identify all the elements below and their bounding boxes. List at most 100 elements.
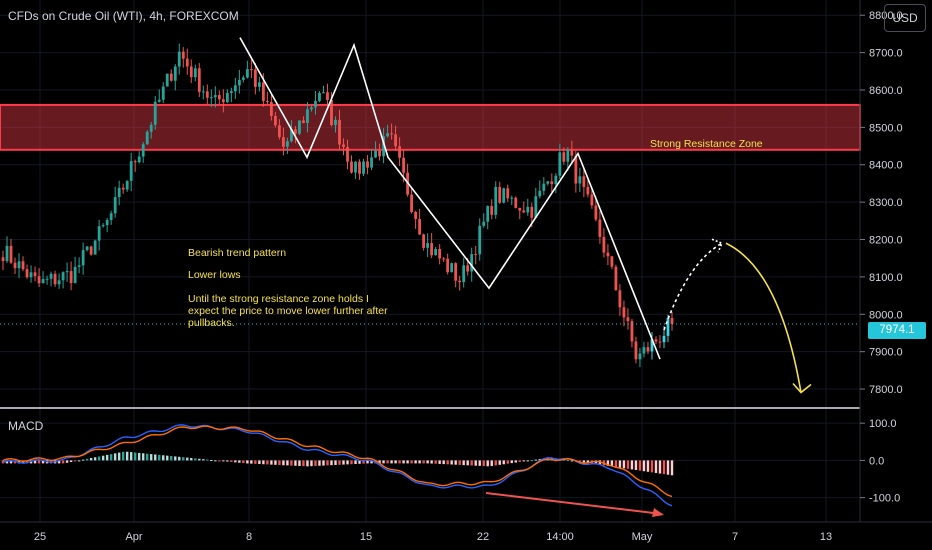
candle-body	[213, 95, 217, 98]
histogram-bar	[450, 460, 453, 465]
histogram-bar	[294, 460, 297, 466]
candle-body	[610, 256, 614, 267]
candle-body	[302, 120, 305, 124]
candle-body	[330, 99, 333, 126]
macd-line	[2, 424, 673, 507]
histogram-bar	[306, 460, 309, 467]
candle-body	[646, 347, 650, 352]
annotation-line-1: Bearish trend pattern	[188, 247, 287, 259]
candle-body	[161, 86, 165, 100]
candle-body	[566, 149, 570, 162]
histogram-bar	[222, 460, 225, 462]
candle-body	[510, 197, 514, 199]
histogram-bar	[358, 460, 361, 464]
histogram-bar	[158, 454, 161, 461]
candle-body	[486, 206, 490, 222]
candle-body	[217, 95, 221, 100]
candle-body	[410, 194, 414, 212]
candle-body	[446, 258, 450, 273]
candle-body	[582, 176, 586, 187]
histogram-bar	[466, 460, 469, 466]
histogram-bar	[37, 460, 41, 464]
histogram-bar	[146, 453, 149, 461]
candle-body	[177, 51, 181, 67]
candle-body	[482, 221, 486, 226]
histogram-bar	[318, 460, 321, 466]
histogram-bar	[482, 460, 485, 467]
candle-body	[546, 181, 550, 184]
histogram-bar	[190, 458, 193, 461]
price-axis: 8800.0 8700.0 8600.0 8500.0 8400.0 8300.0 8200…	[860, 10, 903, 396]
histogram-bar	[89, 458, 93, 461]
histogram-bar	[113, 453, 117, 461]
candle-body	[205, 91, 209, 98]
candle-body	[145, 131, 149, 145]
candle-body	[350, 161, 353, 173]
histogram-bar	[462, 460, 465, 466]
histogram-bar	[282, 460, 285, 466]
candle-body	[498, 186, 502, 203]
histogram-bar	[474, 460, 477, 466]
time-tick-label: 14:00	[546, 531, 574, 543]
histogram-bar	[230, 460, 233, 462]
candle-body	[506, 188, 510, 199]
currency-button[interactable]: USD	[884, 4, 926, 32]
histogram-bar	[33, 460, 37, 464]
time-tick-label: 15	[360, 531, 372, 543]
candle-body	[137, 156, 141, 163]
histogram-bar	[290, 460, 293, 466]
histogram-bar	[370, 460, 373, 464]
candle-body	[314, 100, 317, 108]
candle-body	[398, 146, 401, 158]
candle-body	[526, 206, 530, 213]
candle-body	[129, 161, 133, 181]
candle-body	[574, 155, 578, 184]
candle-body	[422, 234, 426, 248]
candle-body	[662, 335, 666, 343]
histogram-bar	[630, 460, 634, 470]
histogram-bar	[278, 460, 281, 466]
projection-arrows	[663, 238, 812, 394]
candle-body	[45, 278, 49, 280]
histogram-bar	[606, 460, 610, 466]
histogram-bar	[65, 460, 69, 463]
candle-body	[89, 246, 93, 255]
candle-body	[53, 273, 57, 285]
histogram-bar	[302, 460, 305, 467]
candle-body	[342, 144, 345, 148]
histogram-bar	[406, 460, 409, 464]
candle-body	[374, 150, 377, 158]
histogram-bar	[378, 460, 381, 464]
histogram-bar	[109, 454, 113, 461]
histogram-bar	[121, 451, 125, 461]
histogram-bar	[330, 460, 333, 466]
histogram-bar	[578, 460, 582, 462]
candle-body	[562, 152, 566, 162]
histogram-bar	[426, 460, 429, 464]
histogram-bar	[154, 454, 157, 461]
candle-body	[490, 206, 494, 215]
histogram-bar	[81, 459, 85, 461]
time-tick-label: 8	[246, 531, 252, 543]
histogram-bar	[57, 460, 61, 464]
histogram-bar	[650, 460, 654, 473]
histogram-bar	[410, 460, 413, 464]
candle-body	[153, 101, 157, 125]
candle-body	[606, 252, 610, 257]
histogram-bar	[614, 460, 618, 468]
histogram-bar	[626, 460, 630, 469]
macd-axis: 100.0 0.0 -100.0	[860, 418, 900, 505]
histogram-bar	[350, 460, 353, 465]
candle-body	[310, 107, 313, 110]
histogram-bar	[202, 459, 205, 461]
candle-body	[462, 265, 466, 283]
histogram-bar	[398, 460, 401, 464]
histogram-bar	[622, 460, 626, 469]
candle-body	[233, 85, 237, 92]
candle-body	[438, 249, 442, 259]
candle-body	[278, 125, 281, 138]
candle-body	[253, 69, 257, 87]
histogram-bar	[422, 460, 425, 464]
candle-body	[502, 188, 506, 203]
candle-body	[33, 272, 37, 277]
